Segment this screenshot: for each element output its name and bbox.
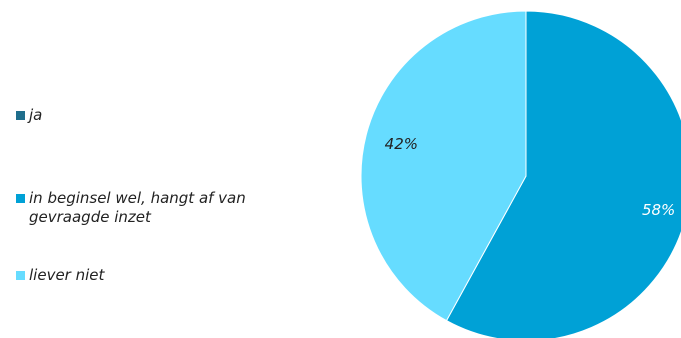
legend-label: liever niet <box>29 266 105 284</box>
slice-value-label: 58% <box>642 201 675 219</box>
legend: ja in beginsel wel, hangt af van gevraag… <box>0 0 330 338</box>
pie-slice <box>360 10 527 322</box>
legend-item-in-beginsel-wel: in beginsel wel, hangt af van gevraagde … <box>16 189 319 227</box>
legend-label: ja <box>29 106 43 124</box>
slice-labels: 58% 42% <box>385 135 676 219</box>
legend-swatch-liever-niet <box>16 271 25 280</box>
legend-item-ja: ja <box>16 106 42 125</box>
pie-slices <box>360 10 681 338</box>
legend-swatch-in-beginsel-wel <box>16 194 25 203</box>
pie-slice <box>445 10 681 338</box>
legend-swatch-ja <box>16 111 25 120</box>
legend-item-liever-niet: liever niet <box>16 266 104 285</box>
slice-value-label: 42% <box>385 135 418 153</box>
legend-label: in beginsel wel, hangt af van gevraagde … <box>29 189 246 226</box>
